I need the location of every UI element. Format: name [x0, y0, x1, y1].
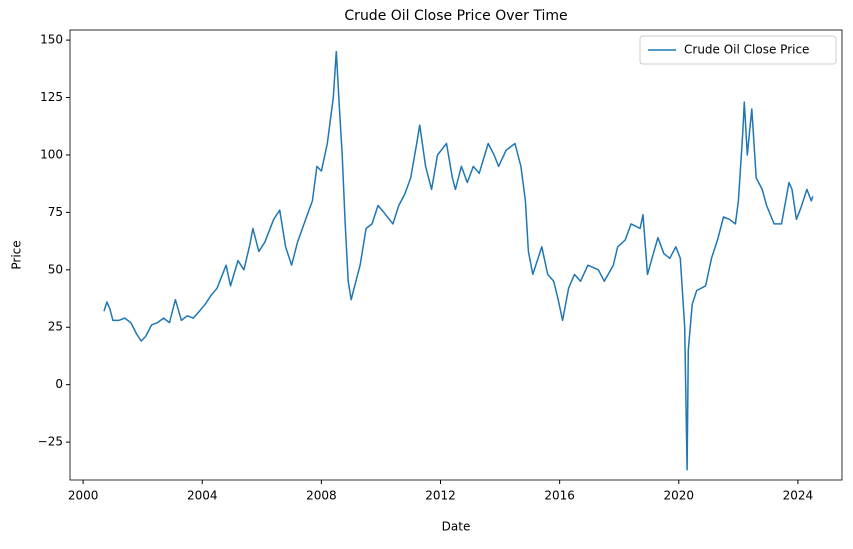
y-axis-label: Price	[10, 240, 24, 269]
y-tick-label: 0	[55, 377, 63, 391]
chart-title: Crude Oil Close Price Over Time	[344, 8, 567, 24]
plot-frame	[69, 29, 843, 481]
x-tick-label: 2004	[187, 489, 218, 503]
y-tick-label: 75	[48, 205, 63, 219]
x-tick-label: 2024	[783, 489, 814, 503]
y-tick-label: 100	[40, 147, 63, 161]
x-tick-label: 2016	[544, 489, 575, 503]
legend-label: Crude Oil Close Price	[684, 43, 809, 57]
legend-box	[639, 35, 837, 65]
y-tick-label: 150	[40, 33, 63, 47]
x-tick-label: 2008	[306, 489, 337, 503]
x-tick-label: 2020	[664, 489, 695, 503]
x-tick-label: 2012	[425, 489, 456, 503]
y-tick-label: 125	[40, 90, 63, 104]
x-tick-label: 2000	[68, 489, 99, 503]
y-tick-label: 25	[48, 320, 63, 334]
y-tick-label: −25	[38, 435, 63, 449]
data-line	[103, 50, 814, 471]
y-tick-label: 50	[48, 262, 63, 276]
x-axis-label: Date	[442, 520, 471, 534]
